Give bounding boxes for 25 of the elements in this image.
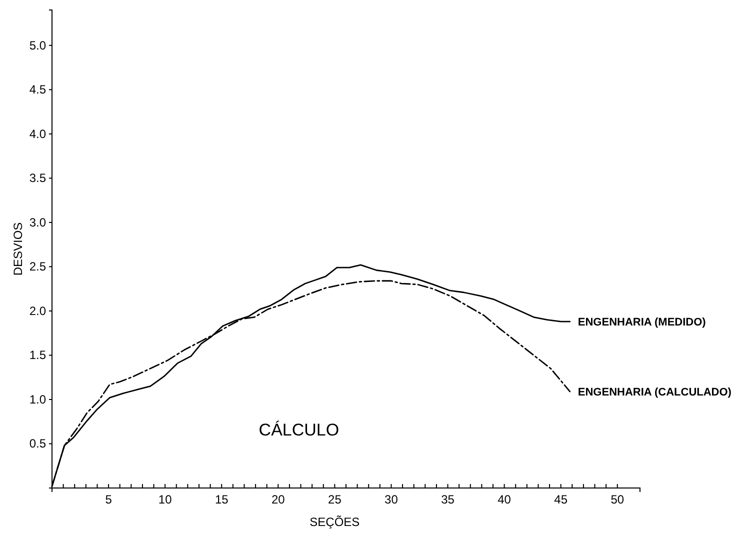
series-label: ENGENHARIA (MEDIDO) [578, 316, 706, 329]
x-tick-label: 25 [328, 492, 342, 507]
y-tick-label: 0.5 [29, 436, 46, 451]
x-tick-label: 50 [610, 492, 624, 507]
x-tick-label: 40 [498, 492, 512, 507]
x-tick-label: 20 [271, 492, 286, 507]
x-tick-label: 30 [384, 492, 398, 507]
y-tick-label: 1.0 [29, 392, 46, 406]
y-axis-title: DESVIOS [11, 222, 25, 276]
x-tick-label: 45 [554, 492, 568, 507]
x-axis-title: SEÇÕES [310, 515, 360, 529]
x-tick-label: 5 [105, 492, 112, 507]
x-tick-label: 35 [441, 492, 455, 507]
y-tick-label: 1.5 [29, 348, 46, 362]
y-tick-label: 2.0 [29, 304, 46, 318]
y-tick-label: 2.5 [29, 260, 46, 274]
y-tick-label: 3.0 [29, 215, 46, 230]
y-tick-label: 3.5 [29, 171, 46, 186]
y-tick-label: 4.5 [29, 82, 46, 97]
x-tick-label: 15 [214, 492, 229, 507]
y-tick-label: 4.0 [29, 126, 46, 141]
y-tick-label: 5.0 [29, 38, 46, 52]
annotation: CÁLCULO [258, 420, 340, 440]
x-tick-label: 10 [158, 492, 172, 507]
series-label: ENGENHARIA (CALCULADO) [578, 386, 732, 399]
